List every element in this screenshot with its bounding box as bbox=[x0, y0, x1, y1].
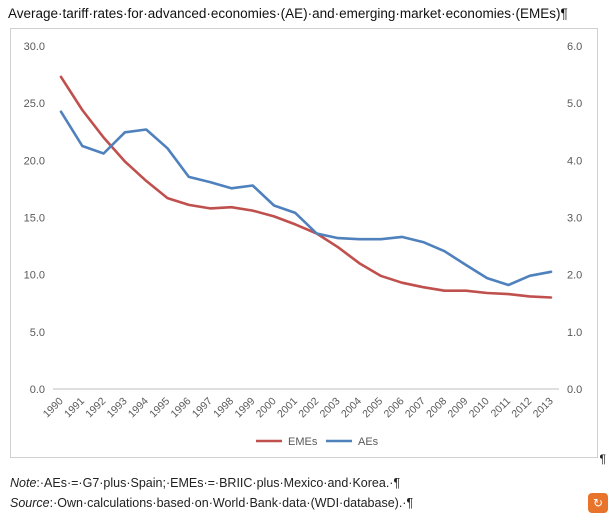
chart-frame: 0.0 5.0 10.0 15.0 20.0 25.0 30.0 0.0 1.0 2.0 3.0 4.… bbox=[10, 28, 598, 458]
x-tick-label: 2001 bbox=[275, 395, 300, 420]
series-line-aes bbox=[59, 110, 553, 287]
refresh-icon[interactable]: ↻ bbox=[588, 493, 608, 513]
x-tick-label: 2013 bbox=[531, 395, 556, 420]
x-tick-label: 2010 bbox=[467, 395, 492, 420]
x-tick-label: 1993 bbox=[105, 395, 130, 420]
y-right-tick-label: 5.0 bbox=[567, 98, 582, 110]
y-left-tick-label: 25.0 bbox=[24, 98, 45, 110]
x-tick-label: 1994 bbox=[126, 395, 151, 420]
source-text: :·Own·calculations·based·on·World·Bank·d… bbox=[49, 496, 414, 510]
y-left-tick-label: 20.0 bbox=[24, 155, 45, 167]
x-tick-label: 1996 bbox=[169, 395, 194, 420]
x-tick-label: 1990 bbox=[41, 395, 66, 420]
series-line-emes bbox=[59, 75, 553, 299]
x-tick-label: 1997 bbox=[190, 395, 215, 420]
pilcrow-mark: ¶ bbox=[599, 452, 606, 466]
y-right-tick-label: 2.0 bbox=[567, 270, 582, 282]
x-tick-label: 2005 bbox=[360, 395, 385, 420]
y-right-tick-label: 3.0 bbox=[567, 213, 582, 225]
x-tick-label: 2006 bbox=[382, 395, 407, 420]
x-tick-label: 1999 bbox=[232, 395, 257, 420]
legend-label-emes: EMEs bbox=[288, 436, 318, 448]
y-left-tick-label: 0.0 bbox=[30, 384, 45, 396]
x-tick-label: 1998 bbox=[211, 395, 236, 420]
y-left-tick-label: 10.0 bbox=[24, 270, 45, 282]
x-tick-label: 2008 bbox=[424, 395, 449, 420]
x-tick-label: 1995 bbox=[147, 395, 172, 420]
x-tick-label: 2003 bbox=[318, 395, 343, 420]
x-tick-label: 2012 bbox=[509, 395, 534, 420]
x-tick-label: 2007 bbox=[403, 395, 428, 420]
line-chart: 0.0 5.0 10.0 15.0 20.0 25.0 30.0 0.0 1.0 2.0 3.0 4.… bbox=[24, 41, 583, 448]
page-title: Average·tariff·rates·for·advanced·econom… bbox=[8, 6, 568, 21]
y-left-tick-label: 15.0 bbox=[24, 213, 45, 225]
legend-label-aes: AEs bbox=[358, 436, 379, 448]
source-line: Source:·Own·calculations·based·on·World·… bbox=[10, 496, 413, 510]
y-left-tick-label: 5.0 bbox=[30, 327, 45, 339]
x-tick-label: 2009 bbox=[445, 395, 470, 420]
x-tick-label: 1992 bbox=[83, 395, 108, 420]
source-label: Source bbox=[10, 496, 50, 510]
note-line: Note:·AEs·=·G7·plus·Spain;·EMEs·=·BRIIC·… bbox=[10, 476, 400, 490]
y-right-tick-label: 1.0 bbox=[567, 327, 582, 339]
x-tick-label: 1991 bbox=[62, 395, 87, 420]
x-tick-label: 2004 bbox=[339, 395, 364, 420]
x-tick-label: 2002 bbox=[296, 395, 321, 420]
y-right-tick-label: 4.0 bbox=[567, 155, 582, 167]
y-right-tick-label: 0.0 bbox=[567, 384, 582, 396]
note-text: :·AEs·=·G7·plus·Spain;·EMEs·=·BRIIC·plus… bbox=[36, 476, 401, 490]
note-label: Note bbox=[10, 476, 37, 490]
y-left-tick-label: 30.0 bbox=[24, 41, 45, 53]
x-tick-label: 2000 bbox=[254, 395, 279, 420]
x-tick-label: 2011 bbox=[489, 395, 514, 420]
y-right-tick-label: 6.0 bbox=[567, 41, 582, 53]
